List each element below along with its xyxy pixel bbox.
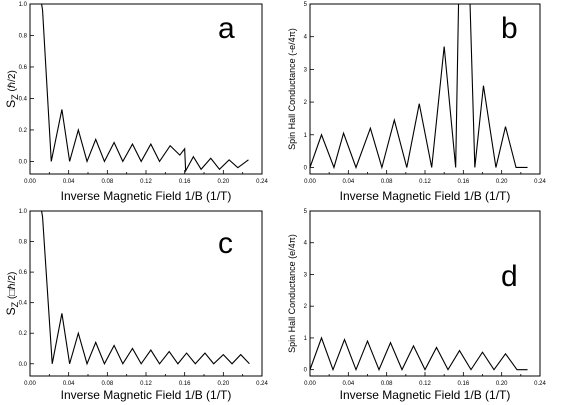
y-tick-label-d-5: 5 bbox=[304, 209, 308, 215]
x-tick-label-c-0: 0.00 bbox=[24, 381, 36, 387]
y-tick-label-c-5: 1.0 bbox=[19, 209, 28, 215]
x-tick-label-c-10: 0.20 bbox=[217, 381, 229, 387]
panel-c: 0.00 0.04 0.08 0.12 0.16 0.20 0.24 0.0 0.2 0.4 0.6… bbox=[4, 209, 268, 402]
x-tick-label-c-8: 0.16 bbox=[179, 381, 191, 387]
y-axis-label-unit-b: (-e/4π) bbox=[287, 28, 297, 58]
x-tick-label-d-4: 0.08 bbox=[381, 381, 393, 387]
panel-d: 0.00 0.04 0.08 0.12 0.16 0.20 0.24 0 1 2 3 4 5 Invers… bbox=[287, 209, 546, 402]
y-tick-label-a-2: 0.4 bbox=[19, 96, 28, 102]
y-tick-label-b-0: 0 bbox=[304, 165, 308, 171]
x-tick-label-b-2: 0.04 bbox=[342, 179, 354, 185]
y-tick-label-a-4: 0.8 bbox=[19, 33, 28, 39]
x-tick-label-a-8: 0.16 bbox=[179, 179, 191, 185]
y-tick-label-a-1: 0.2 bbox=[19, 128, 28, 134]
panel-label-d: d bbox=[501, 260, 518, 293]
panel-label-b: b bbox=[501, 12, 518, 45]
plot-frame-d bbox=[309, 210, 541, 377]
x-tick-label-d-12: 0.24 bbox=[534, 381, 546, 387]
y-axis-label-main-d: Spin Hall Conductance bbox=[287, 261, 297, 353]
x-tick-label-b-6: 0.12 bbox=[419, 179, 431, 185]
y-axis-label-sub-c: Z bbox=[10, 301, 20, 307]
y-tick-label-d-3: 3 bbox=[304, 272, 308, 278]
y-axis-label-sub-a: Z bbox=[10, 94, 20, 100]
x-tick-label-a-2: 0.04 bbox=[63, 179, 75, 185]
y-tick-label-a-5: 1.0 bbox=[19, 2, 28, 8]
y-tick-label-c-4: 0.8 bbox=[19, 240, 28, 246]
x-tick-label-b-10: 0.20 bbox=[496, 179, 508, 185]
x-tick-label-b-8: 0.16 bbox=[457, 179, 469, 185]
y-tick-label-d-2: 2 bbox=[304, 304, 308, 310]
y-tick-label-a-3: 0.6 bbox=[19, 65, 28, 71]
x-tick-label-b-12: 0.24 bbox=[534, 179, 546, 185]
y-tick-label-d-0: 0 bbox=[304, 368, 308, 374]
y-tick-label-d-1: 1 bbox=[304, 336, 308, 342]
x-tick-label-c-12: 0.24 bbox=[256, 381, 268, 387]
y-tick-label-c-3: 0.6 bbox=[19, 270, 28, 276]
series-line-d-0 bbox=[310, 336, 528, 372]
x-axis-label-b: Inverse Magnetic Field 1/B (1/T) bbox=[340, 189, 511, 203]
panel-a: 0.00 0.04 0.08 0.12 0.16 0.20 0.24 0.0 0.2 0.4 0.6… bbox=[4, 2, 268, 203]
series-line-a-0 bbox=[30, 4, 249, 173]
x-tick-label-a-0: 0.00 bbox=[24, 179, 36, 185]
panel-b: 0.00 0.04 0.08 0.12 0.16 0.20 0.24 0 1 2 3 4 5 Invers… bbox=[287, 2, 546, 203]
series-line-c-0 bbox=[30, 211, 250, 366]
y-tick-label-c-2: 0.4 bbox=[19, 301, 28, 307]
x-tick-label-d-10: 0.20 bbox=[496, 381, 508, 387]
x-axis-label-a: Inverse Magnetic Field 1/B (1/T) bbox=[61, 189, 232, 203]
x-tick-label-d-8: 0.16 bbox=[457, 381, 469, 387]
x-tick-label-c-4: 0.08 bbox=[101, 381, 113, 387]
x-tick-label-d-6: 0.12 bbox=[419, 381, 431, 387]
y-axis-label-main-c: S bbox=[4, 307, 18, 315]
y-tick-label-b-2: 2 bbox=[304, 100, 308, 106]
y-axis-label-unit-d: (e/4π) bbox=[287, 234, 297, 261]
x-tick-label-a-4: 0.08 bbox=[101, 179, 113, 185]
x-tick-label-a-6: 0.12 bbox=[140, 179, 152, 185]
y-axis-label-b: Spin Hall Conductance (-e/4π) bbox=[287, 28, 297, 150]
y-tick-label-d-4: 4 bbox=[304, 241, 308, 247]
y-axis-label-main-a: S bbox=[4, 100, 18, 108]
y-tick-label-c-0: 0.0 bbox=[19, 362, 28, 368]
y-axis-label-unit-a: (ℏ/2) bbox=[7, 70, 18, 94]
y-axis-label-d: Spin Hall Conductance (e/4π) bbox=[287, 234, 297, 353]
series-line-b-0 bbox=[310, 4, 528, 170]
y-tick-label-b-4: 4 bbox=[304, 35, 308, 41]
y-axis-label-a: SZ (ℏ/2) bbox=[4, 70, 20, 108]
y-axis-label-c: SZ (□ℏ/2) bbox=[4, 272, 20, 316]
x-tick-label-c-2: 0.04 bbox=[63, 381, 75, 387]
y-axis-label-main-b: Spin Hall Conductance bbox=[287, 58, 297, 150]
x-axis-label-d: Inverse Magnetic Field 1/B (1/T) bbox=[340, 388, 511, 402]
x-tick-label-a-10: 0.20 bbox=[217, 179, 229, 185]
panel-label-a: a bbox=[218, 12, 235, 45]
x-tick-label-c-6: 0.12 bbox=[140, 381, 152, 387]
x-axis-label-c: Inverse Magnetic Field 1/B (1/T) bbox=[61, 388, 232, 402]
y-tick-label-b-5: 5 bbox=[304, 2, 308, 8]
panel-label-c: c bbox=[218, 227, 233, 260]
x-tick-label-b-0: 0.00 bbox=[304, 179, 316, 185]
x-tick-label-a-12: 0.24 bbox=[256, 179, 268, 185]
y-tick-label-a-0: 0.0 bbox=[19, 159, 28, 165]
x-tick-label-b-4: 0.08 bbox=[381, 179, 393, 185]
y-tick-label-c-1: 0.2 bbox=[19, 331, 28, 337]
y-tick-label-b-3: 3 bbox=[304, 67, 308, 73]
y-tick-label-b-1: 1 bbox=[304, 133, 308, 139]
y-axis-label-unit-c: (□ℏ/2) bbox=[7, 272, 18, 302]
x-tick-label-d-0: 0.00 bbox=[304, 381, 316, 387]
x-tick-label-d-2: 0.04 bbox=[342, 381, 354, 387]
